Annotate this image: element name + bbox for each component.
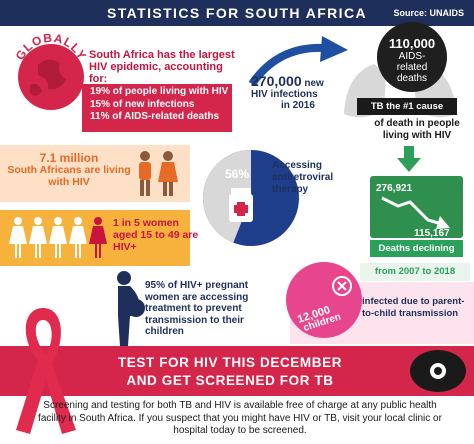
page-title: STATISTICS FOR SOUTH AFRICA bbox=[107, 5, 367, 21]
living-panel bbox=[0, 145, 190, 202]
deaths-chart: 276,921 115,167 bbox=[370, 176, 463, 238]
infections-text3: in 2016 bbox=[281, 100, 315, 111]
children-text: infected due to parent-to-child transmis… bbox=[362, 296, 465, 319]
logo-icon bbox=[410, 350, 466, 392]
art-pie: 56% bbox=[203, 150, 253, 243]
red-ribbon-icon bbox=[16, 308, 76, 434]
deaths-to: 115,167 bbox=[414, 228, 450, 238]
art-percent: 56% bbox=[225, 167, 249, 181]
aids-deaths-number: 110,000 bbox=[388, 36, 436, 51]
globally-stats-box: 19% of people living with HIV 15% of new… bbox=[82, 84, 232, 132]
aids-deaths-label2: related bbox=[396, 62, 428, 73]
living-text: South Africans are living with HIV bbox=[7, 164, 131, 188]
infections-text1: new bbox=[304, 78, 324, 89]
source-label: Source: UNAIDS bbox=[393, 8, 464, 18]
deaths-from: 276,921 bbox=[376, 183, 413, 194]
banner: TEST FOR HIV THIS DECEMBER AND GET SCREE… bbox=[0, 346, 474, 396]
down-arrow-icon bbox=[397, 146, 421, 172]
stat-people: 19% of people living with HIV bbox=[90, 86, 229, 97]
stat-infections: 15% of new infections bbox=[90, 98, 195, 110]
banner-line-2: AND GET SCREENED FOR TB bbox=[126, 373, 334, 388]
cross-icon bbox=[337, 281, 347, 291]
tb-text: of death in people living with HIV bbox=[374, 118, 460, 141]
footer-text: Screening and testing for both TB and HI… bbox=[38, 400, 442, 436]
living-number: 7.1 million bbox=[39, 151, 99, 165]
aids-deaths-circle: 110,000 AIDS- related deaths bbox=[377, 22, 447, 92]
globe-icon: GLOBALLY bbox=[13, 31, 88, 110]
aids-deaths-label3: deaths bbox=[396, 73, 428, 84]
tb-badge: TB the #1 cause bbox=[357, 98, 457, 115]
infections-stat: 270,000 new HIV infections in 2016 bbox=[251, 73, 341, 111]
curved-arrow-icon bbox=[248, 36, 348, 87]
couple-icon bbox=[139, 151, 178, 196]
globally-text: South Africa has the largest HIV epidemi… bbox=[89, 49, 235, 85]
header-bar: STATISTICS FOR SOUTH AFRICA Source: UNAI… bbox=[0, 0, 474, 26]
children-circle: 12,000 children bbox=[286, 262, 362, 338]
deaths-label: Deaths declining bbox=[370, 240, 463, 257]
stat-deaths: 11% of AIDS-related deaths bbox=[90, 111, 220, 122]
women-icons bbox=[9, 217, 107, 258]
infections-number: 270,000 bbox=[251, 73, 302, 89]
deaths-range: from 2007 to 2018 bbox=[360, 263, 470, 281]
pregnant-woman-icon bbox=[117, 271, 145, 346]
pregnant-text: 95% of HIV+ pregnant women are accessing… bbox=[145, 280, 249, 337]
infections-text2: HIV infections bbox=[251, 89, 318, 100]
living-text-block: 7.1 million South Africans are living wi… bbox=[5, 152, 133, 188]
art-text: Accessing antiretroviral therapy bbox=[272, 160, 334, 195]
banner-line-1: TEST FOR HIV THIS DECEMBER bbox=[117, 355, 343, 370]
aids-deaths-label1: AIDS- bbox=[398, 51, 426, 62]
women-text: 1 in 5 women aged 15 to 49 are HIV+ bbox=[113, 217, 199, 253]
